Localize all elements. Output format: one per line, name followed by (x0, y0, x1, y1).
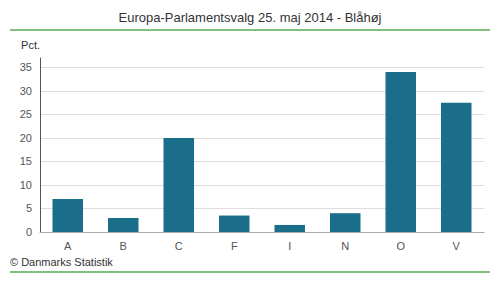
svg-text:Pct.: Pct. (21, 39, 40, 51)
svg-text:B: B (120, 240, 127, 252)
svg-text:C: C (175, 240, 183, 252)
svg-text:Europa-Parlamentsvalg 25. maj: Europa-Parlamentsvalg 25. maj 2014 - Blå… (118, 10, 381, 25)
svg-text:N: N (341, 240, 349, 252)
svg-text:10: 10 (20, 179, 32, 191)
svg-text:15: 15 (20, 155, 32, 167)
svg-text:35: 35 (20, 61, 32, 73)
svg-text:30: 30 (20, 85, 32, 97)
svg-text:25: 25 (20, 108, 32, 120)
svg-text:V: V (453, 240, 461, 252)
svg-text:A: A (64, 240, 72, 252)
svg-text:I: I (288, 240, 291, 252)
svg-text:F: F (231, 240, 238, 252)
svg-text:© Danmarks Statistik: © Danmarks Statistik (10, 256, 113, 268)
svg-text:0: 0 (26, 226, 32, 238)
svg-text:20: 20 (20, 132, 32, 144)
svg-text:O: O (396, 240, 405, 252)
svg-text:5: 5 (26, 202, 32, 214)
